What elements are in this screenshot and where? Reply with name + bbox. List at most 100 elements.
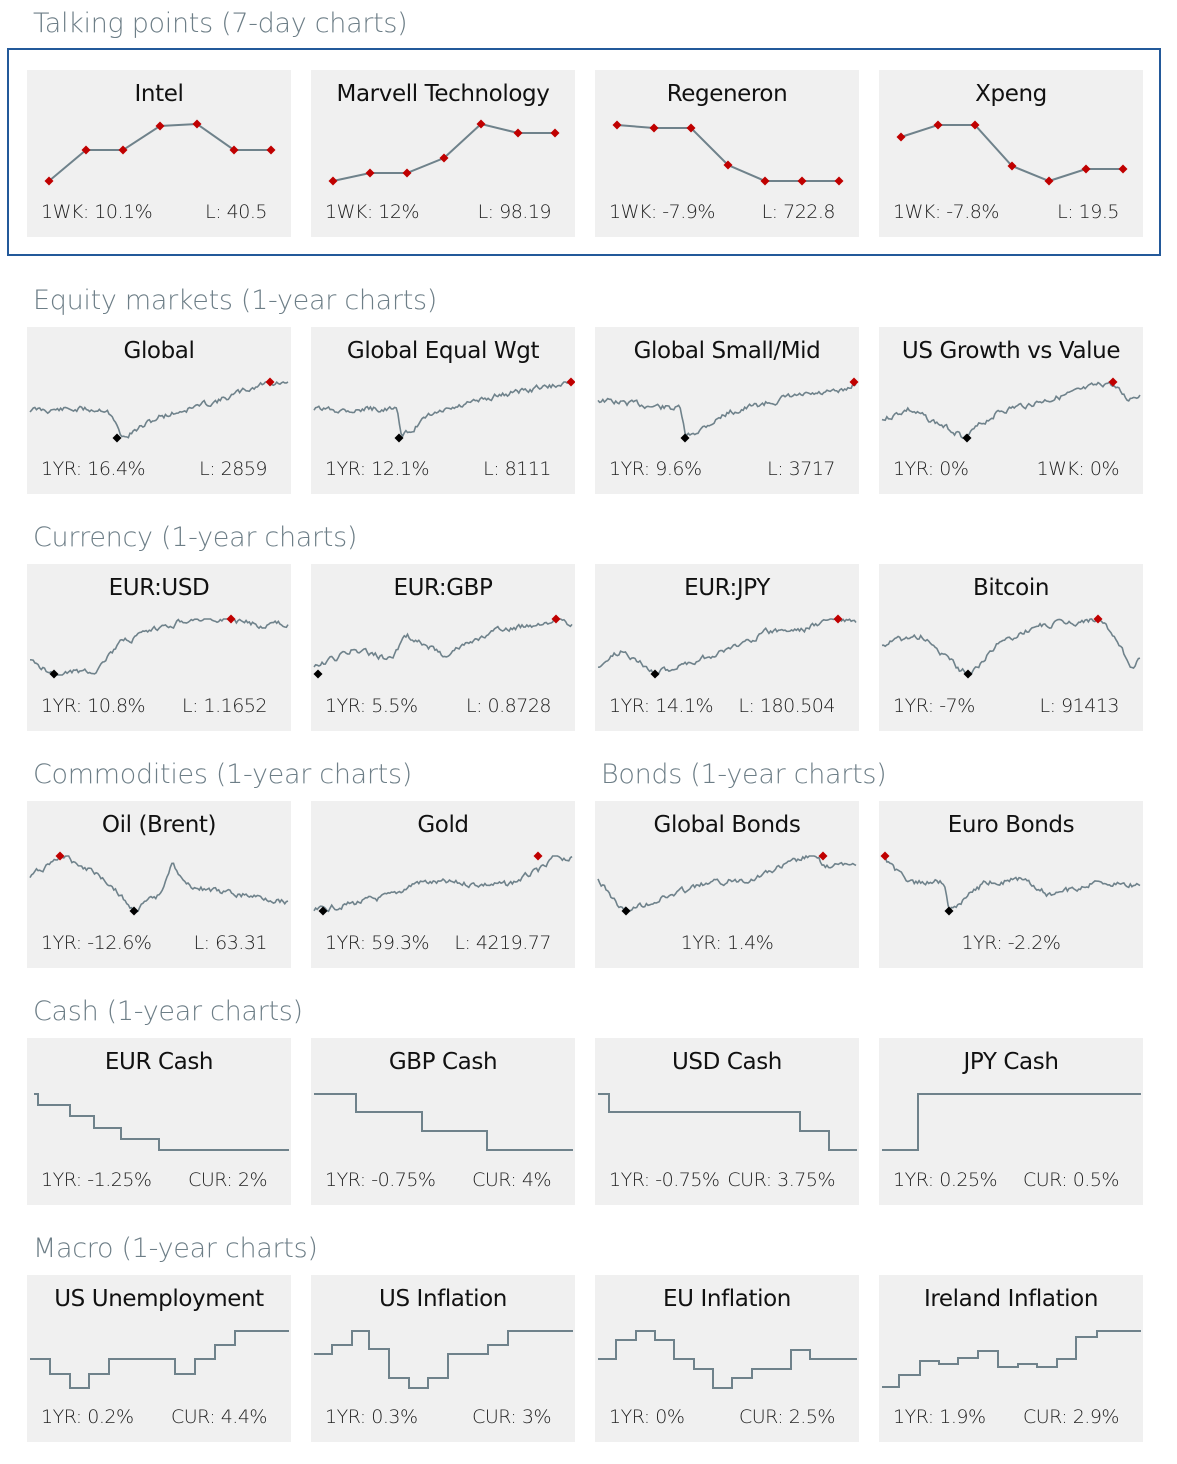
chart-card-intel[interactable]: Intel 1WK: 10.1% L: 40.5 xyxy=(27,70,291,237)
data-point-marker-icon xyxy=(1044,176,1054,186)
chart-card-eur-cash[interactable]: EUR Cash 1YR: -1.25% CUR: 2% xyxy=(27,1038,291,1205)
change-stat: 1YR: -12.6% xyxy=(41,932,152,954)
high-marker-icon xyxy=(533,851,543,861)
high-marker-icon xyxy=(849,377,859,387)
chart-card-us-inflation[interactable]: US Inflation 1YR: 0.3% CUR: 3% xyxy=(311,1275,575,1442)
chart-card-bitcoin[interactable]: Bitcoin 1YR: -7% L: 91413 xyxy=(879,564,1143,731)
change-stat: 1YR: -0.75% xyxy=(609,1169,720,1191)
chart-title: Ireland Inflation xyxy=(923,1286,1099,1312)
sparkline-chart xyxy=(34,1093,289,1151)
chart-title: Euro Bonds xyxy=(947,812,1075,838)
level-stat: CUR: 3.75% xyxy=(727,1169,835,1191)
chart-title: Global Equal Wgt xyxy=(346,338,540,364)
chart-title: Marvell Technology xyxy=(336,81,550,107)
data-point-marker-icon xyxy=(266,145,276,155)
data-point-marker-icon xyxy=(723,160,733,170)
change-stat: 1YR: 0% xyxy=(609,1406,685,1428)
chart-card-jpy-cash[interactable]: JPY Cash 1YR: 0.25% CUR: 0.5% xyxy=(879,1038,1143,1205)
chart-title: Intel xyxy=(134,81,184,107)
change-stat: 1YR: -0.75% xyxy=(325,1169,436,1191)
data-point-marker-icon xyxy=(649,123,659,133)
chart-card-gold[interactable]: Gold 1YR: 59.3% L: 4219.77 xyxy=(311,801,575,968)
chart-card-us-unemployment[interactable]: US Unemployment 1YR: 0.2% CUR: 4.4% xyxy=(27,1275,291,1442)
low-marker-icon xyxy=(944,906,954,916)
high-marker-icon xyxy=(880,851,890,861)
high-marker-icon xyxy=(265,377,275,387)
sparkline-chart xyxy=(598,1093,857,1151)
sparkline-chart xyxy=(882,1093,1141,1151)
level-stat: CUR: 4.4% xyxy=(170,1406,268,1428)
chart-title: EUR:USD xyxy=(108,575,210,601)
sparkline-chart xyxy=(612,120,844,186)
change-stat: 1WK: 12% xyxy=(325,201,420,223)
data-point-marker-icon xyxy=(686,123,696,133)
level-stat: CUR: 2% xyxy=(188,1169,267,1191)
section-title-currency: Currency (1-year charts) xyxy=(33,522,358,553)
chart-card-eu-inflation[interactable]: EU Inflation 1YR: 0% CUR: 2.5% xyxy=(595,1275,859,1442)
change-stat: 1YR: 0.2% xyxy=(41,1406,134,1428)
chart-card-regeneron[interactable]: Regeneron 1WK: -7.9% L: 722.8 xyxy=(595,70,859,237)
data-point-marker-icon xyxy=(970,120,980,130)
level-stat: L: 91413 xyxy=(1039,695,1120,717)
sparkline-chart xyxy=(314,1330,573,1389)
sparkline-chart xyxy=(597,614,857,679)
sparkline-line xyxy=(34,1093,289,1151)
data-point-marker-icon xyxy=(760,176,770,186)
level-stat: L: 40.5 xyxy=(205,201,267,223)
high-marker-icon xyxy=(818,851,828,861)
chart-card-marvell-technology[interactable]: Marvell Technology 1WK: 12% L: 98.19 xyxy=(311,70,575,237)
change-stat: 1YR: 1.4% xyxy=(680,932,774,954)
sparkline-chart xyxy=(881,377,1141,443)
change-stat: 1YR: 0% xyxy=(893,458,969,480)
low-marker-icon xyxy=(963,669,973,679)
data-point-marker-icon xyxy=(896,132,906,142)
chart-card-usd-cash[interactable]: USD Cash 1YR: -0.75% CUR: 3.75% xyxy=(595,1038,859,1205)
chart-card-gbp-cash[interactable]: GBP Cash 1YR: -0.75% CUR: 4% xyxy=(311,1038,575,1205)
chart-card-oil-brent-[interactable]: Oil (Brent) 1YR: -12.6% L: 63.31 xyxy=(27,801,291,968)
chart-title: EUR:JPY xyxy=(684,575,770,601)
section-title-equity: Equity markets (1-year charts) xyxy=(33,285,438,316)
chart-title: USD Cash xyxy=(672,1049,782,1075)
chart-card-eur-usd[interactable]: EUR:USD 1YR: 10.8% L: 1.1652 xyxy=(27,564,291,731)
data-point-marker-icon xyxy=(834,176,844,186)
sparkline-line xyxy=(313,618,573,668)
low-marker-icon xyxy=(650,669,660,679)
level-stat: CUR: 2.5% xyxy=(738,1406,836,1428)
data-point-marker-icon xyxy=(933,120,943,130)
chart-title: Gold xyxy=(417,812,469,838)
chart-card-eur-jpy[interactable]: EUR:JPY 1YR: 14.1% L: 180.504 xyxy=(595,564,859,731)
section-title-cash: Cash (1-year charts) xyxy=(33,996,303,1027)
change-stat: 1YR: 0.25% xyxy=(893,1169,998,1191)
low-marker-icon xyxy=(621,906,631,916)
chart-card-global-equal-wgt[interactable]: Global Equal Wgt 1YR: 12.1% L: 8111 xyxy=(311,327,575,494)
chart-card-us-growth-vs-value[interactable]: US Growth vs Value 1YR: 0% 1WK: 0% xyxy=(879,327,1143,494)
sparkline-line xyxy=(313,381,573,438)
chart-card-euro-bonds[interactable]: Euro Bonds 1YR: -2.2% xyxy=(879,801,1143,968)
low-marker-icon xyxy=(394,433,404,443)
sparkline-line xyxy=(29,381,289,439)
chart-card-ireland-inflation[interactable]: Ireland Inflation 1YR: 1.9% CUR: 2.9% xyxy=(879,1275,1143,1442)
data-point-marker-icon xyxy=(328,176,338,186)
chart-card-eur-gbp[interactable]: EUR:GBP 1YR: 5.5% L: 0.8728 xyxy=(311,564,575,731)
chart-card-xpeng[interactable]: Xpeng 1WK: -7.8% L: 19.5 xyxy=(879,70,1143,237)
high-marker-icon xyxy=(551,614,561,624)
sparkline-line xyxy=(597,854,857,912)
chart-card-global-bonds[interactable]: Global Bonds 1YR: 1.4% xyxy=(595,801,859,968)
chart-title: US Unemployment xyxy=(54,1286,264,1312)
chart-card-global-small-mid[interactable]: Global Small/Mid 1YR: 9.6% L: 3717 xyxy=(595,327,859,494)
chart-title: US Growth vs Value xyxy=(901,338,1121,364)
data-point-marker-icon xyxy=(402,168,412,178)
change-stat: 1YR: 5.5% xyxy=(325,695,418,717)
high-marker-icon xyxy=(566,377,575,387)
level-stat: CUR: 0.5% xyxy=(1022,1169,1120,1191)
level-stat: L: 1.1652 xyxy=(181,695,268,717)
change-stat: 1WK: -7.8% xyxy=(893,201,999,223)
change-stat: 1YR: 10.8% xyxy=(41,695,146,717)
sparkline-line xyxy=(597,618,857,677)
sparkline-line xyxy=(598,1093,857,1151)
sparkline-line xyxy=(882,1093,1141,1151)
chart-title: US Inflation xyxy=(379,1286,507,1312)
data-point-marker-icon xyxy=(1118,164,1128,174)
sparkline-chart xyxy=(880,851,1141,916)
chart-card-global[interactable]: Global 1YR: 16.4% L: 2859 xyxy=(27,327,291,494)
